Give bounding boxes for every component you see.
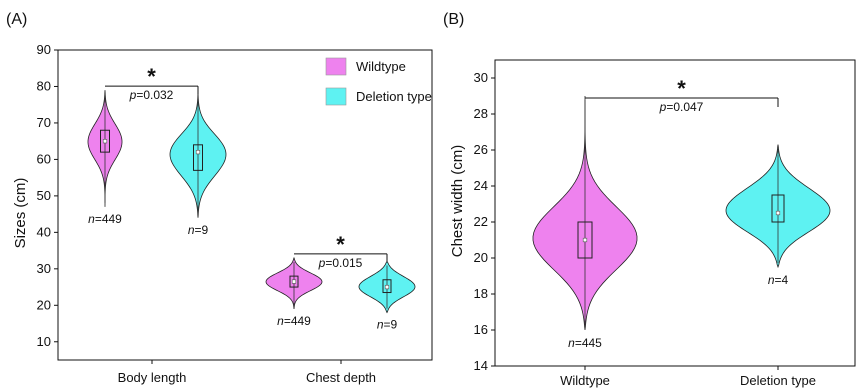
panel-b-y-tick-label: 18	[474, 286, 488, 301]
panel-a-y-axis-title: Sizes (cm)	[12, 178, 29, 249]
panel-a-box	[193, 144, 203, 171]
panel-a-box	[100, 129, 110, 153]
panel-a-p-value: p=0.032	[129, 88, 174, 102]
panel-b-y-tick-label: 26	[474, 142, 488, 157]
panel-a-mean	[384, 284, 390, 290]
panel-b-y-tick-label: 14	[474, 358, 488, 373]
panel-a-mean	[195, 150, 201, 155]
panel-b-plot-frame	[494, 59, 856, 367]
panel-a-p-value: p=0.015	[318, 256, 363, 270]
panel-a-box	[289, 275, 299, 288]
panel-a-x-tick-label: Chest depth	[306, 370, 376, 385]
panel-b-star: *	[677, 76, 686, 101]
chart-marks: 10 20 30 40 50 60 70 80 90 Body length Chest depth…	[37, 42, 856, 388]
panel-b-y-tick-label: 16	[474, 322, 488, 337]
panel-a-box	[382, 279, 392, 294]
legend-swatch-deletion-type	[325, 87, 347, 106]
panel-b-n-label: n=445	[568, 336, 602, 350]
panel-b-mean	[582, 237, 588, 243]
panel-b-y-tick-label: 20	[474, 250, 488, 265]
panel-a-y-tick-label: 20	[37, 297, 51, 312]
panel-a-mean	[291, 279, 297, 284]
panel-a-y-tick-label: 40	[37, 224, 51, 239]
panel-a-star: *	[147, 64, 156, 89]
panel-a-y-tick-label: 70	[37, 115, 51, 130]
panel-a-x-tick-label: Body length	[118, 370, 187, 385]
panel-b-y-tick-label: 28	[474, 106, 488, 121]
panel-b-box	[771, 194, 785, 223]
panel-a-y-tick-label: 80	[37, 78, 51, 93]
panel-b-y-tick-label: 22	[474, 214, 488, 229]
panel-a-star: *	[336, 232, 345, 257]
panel-b-x-tick-label: Deletion type	[740, 373, 816, 388]
panel-a-n-label: n=9	[188, 223, 209, 237]
panel-a-y-tick-label: 10	[37, 334, 51, 349]
panel-a-y-tick-label: 90	[37, 42, 51, 57]
panel-b-y-tick-label: 24	[474, 178, 488, 193]
panel-a-label: (A)	[6, 11, 27, 28]
panel-a-n-label: n=449	[88, 212, 122, 226]
panel-a-mean	[102, 139, 108, 144]
panel-a-y-tick-label: 30	[37, 261, 51, 276]
legend-label: Deletion type	[356, 89, 432, 104]
legend-swatch-wildtype	[325, 57, 347, 76]
panel-b-x-tick-label: Wildtype	[560, 373, 610, 388]
panel-a-y-tick-label: 60	[37, 151, 51, 166]
panel-b-y-tick-label: 30	[474, 70, 488, 85]
panel-a-n-label: n=449	[277, 314, 311, 328]
panel-b-mean	[775, 210, 781, 216]
panel-b-box	[577, 221, 593, 259]
panel-b-p-value: p=0.047	[659, 100, 704, 114]
panel-a-y-tick-label: 50	[37, 188, 51, 203]
panel-a-n-label: n=9	[377, 318, 398, 332]
panel-b-y-axis-title: Chest width (cm)	[449, 145, 466, 258]
panel-b-label: (B)	[443, 11, 464, 28]
panel-a-plot-frame	[57, 49, 433, 361]
panel-b-n-label: n=4	[768, 273, 789, 287]
legend-label: Wildtype	[356, 59, 406, 74]
